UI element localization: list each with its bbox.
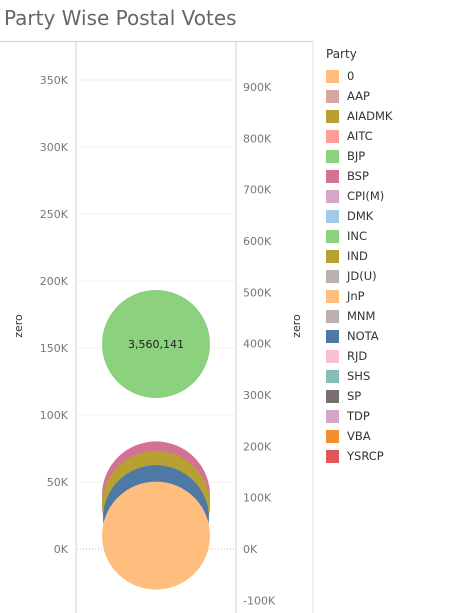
legend-item[interactable]: TDP (326, 406, 460, 426)
right-tick-label: 700K (243, 184, 272, 197)
legend-swatch (326, 409, 339, 423)
legend: Party 0 AAP AIADMK AITC BJP BSP CPI(M) DMK INC IN… (326, 46, 460, 466)
legend-item[interactable]: SP (326, 386, 460, 406)
left-tick-label: 0K (54, 543, 69, 556)
legend-swatch (326, 349, 339, 363)
bubble-bjp[interactable] (102, 289, 210, 398)
legend-swatch (326, 269, 339, 283)
legend-label: 0 (347, 69, 355, 83)
legend-items: 0 AAP AIADMK AITC BJP BSP CPI(M) DMK INC IND JD(U)… (326, 66, 460, 466)
legend-item[interactable]: AIADMK (326, 106, 460, 126)
legend-item[interactable]: YSRCP (326, 446, 460, 466)
legend-item[interactable]: AAP (326, 86, 460, 106)
legend-swatch (326, 149, 339, 163)
left-tick-label: 50K (47, 476, 69, 489)
legend-swatch (326, 389, 339, 403)
legend-label: JD(U) (347, 269, 377, 283)
legend-label: BSP (347, 169, 369, 183)
legend-item[interactable]: AITC (326, 126, 460, 146)
right-tick-label: 800K (243, 132, 272, 145)
legend-label: TDP (347, 409, 370, 423)
legend-swatch (326, 89, 339, 103)
legend-swatch (326, 289, 339, 303)
left-tick-label: 300K (40, 141, 69, 154)
legend-label: SP (347, 389, 362, 403)
legend-swatch (326, 369, 339, 383)
left-axis-title: zero (12, 314, 25, 338)
right-tick-label: -100K (243, 594, 276, 607)
legend-label: CPI(M) (347, 189, 385, 203)
bubble-label-bjp: 3,560,141 (128, 338, 184, 351)
right-tick-label: 300K (243, 389, 272, 402)
legend-item[interactable]: JD(U) (326, 266, 460, 286)
legend-swatch (326, 69, 339, 83)
legend-swatch (326, 209, 339, 223)
bubble-chart[interactable]: 0K 50K 100K 150K 200K 250K 300K 350K -100K 0K 100… (0, 42, 320, 613)
left-tick-label: 150K (40, 342, 69, 355)
right-tick-label: 0K (243, 543, 258, 556)
legend-swatch (326, 129, 339, 143)
title-divider (0, 41, 313, 42)
right-axis-ticks: -100K 0K 100K 200K 300K 400K 500K 600K 700K 800K 9… (243, 81, 276, 607)
bubble-0[interactable] (102, 481, 210, 590)
legend-label: INC (347, 229, 368, 243)
legend-label: MNM (347, 309, 376, 323)
legend-item[interactable]: 0 (326, 66, 460, 86)
right-tick-label: 900K (243, 81, 272, 94)
legend-swatch (326, 429, 339, 443)
legend-label: BJP (347, 149, 366, 163)
legend-label: IND (347, 249, 368, 263)
legend-item[interactable]: VBA (326, 426, 460, 446)
legend-swatch (326, 229, 339, 243)
right-tick-label: 100K (243, 492, 272, 505)
right-tick-label: 400K (243, 338, 272, 351)
right-axis-title: zero (290, 314, 303, 338)
legend-label: DMK (347, 209, 374, 223)
legend-label: VBA (347, 429, 371, 443)
right-tick-label: 200K (243, 440, 272, 453)
legend-item[interactable]: CPI(M) (326, 186, 460, 206)
gridlines (77, 79, 235, 483)
legend-label: RJD (347, 349, 368, 363)
legend-item[interactable]: DMK (326, 206, 460, 226)
legend-item[interactable]: JnP (326, 286, 460, 306)
legend-item[interactable]: BJP (326, 146, 460, 166)
legend-item[interactable]: NOTA (326, 326, 460, 346)
legend-label: SHS (347, 369, 371, 383)
chart-title: Party Wise Postal Votes (4, 6, 237, 30)
left-tick-label: 200K (40, 275, 69, 288)
legend-item[interactable]: IND (326, 246, 460, 266)
legend-swatch (326, 169, 339, 183)
legend-item[interactable]: MNM (326, 306, 460, 326)
legend-item[interactable]: INC (326, 226, 460, 246)
legend-swatch (326, 249, 339, 263)
legend-label: NOTA (347, 329, 379, 343)
legend-swatch (326, 449, 339, 463)
left-axis-ticks: 0K 50K 100K 150K 200K 250K 300K 350K (40, 74, 69, 556)
left-tick-label: 100K (40, 409, 69, 422)
legend-label: AAP (347, 89, 370, 103)
legend-label: JnP (347, 289, 365, 303)
legend-swatch (326, 329, 339, 343)
bubble-marks: 3,560,141 (102, 289, 210, 590)
legend-swatch (326, 309, 339, 323)
right-tick-label: 500K (243, 286, 272, 299)
legend-label: AIADMK (347, 109, 393, 123)
legend-item[interactable]: SHS (326, 366, 460, 386)
legend-swatch (326, 189, 339, 203)
legend-item[interactable]: BSP (326, 166, 460, 186)
legend-label: AITC (347, 129, 373, 143)
left-tick-label: 250K (40, 208, 69, 221)
legend-swatch (326, 109, 339, 123)
legend-item[interactable]: RJD (326, 346, 460, 366)
right-tick-label: 600K (243, 235, 272, 248)
left-tick-label: 350K (40, 74, 69, 87)
legend-title: Party (326, 47, 357, 61)
legend-label: YSRCP (347, 449, 384, 463)
